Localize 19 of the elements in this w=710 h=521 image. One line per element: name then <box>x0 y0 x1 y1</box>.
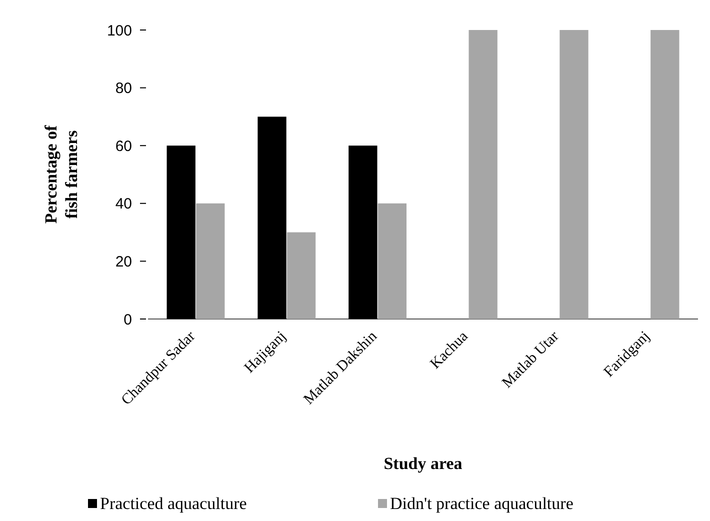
y-tick-label: 80 <box>115 80 132 98</box>
bar <box>378 203 407 319</box>
bar <box>258 116 286 319</box>
legend-label: Didn't practice aquaculture <box>390 494 574 513</box>
bar <box>166 146 196 319</box>
bar <box>468 30 498 319</box>
bar <box>196 203 225 319</box>
y-tick-label: 0 <box>124 311 132 328</box>
y-tick-label: 40 <box>115 196 132 213</box>
y-tick-label: 20 <box>115 253 132 270</box>
y-tick-label: 60 <box>115 138 132 155</box>
x-axis-title: Study area <box>384 454 463 473</box>
y-tick-label: 100 <box>106 22 132 40</box>
legend-label: Practiced aquaculture <box>100 494 247 513</box>
bar <box>560 30 588 319</box>
y-axis-title: Percentage of fish farmers <box>42 125 81 224</box>
bar <box>650 30 680 319</box>
bar <box>286 232 316 319</box>
bar <box>348 146 378 319</box>
